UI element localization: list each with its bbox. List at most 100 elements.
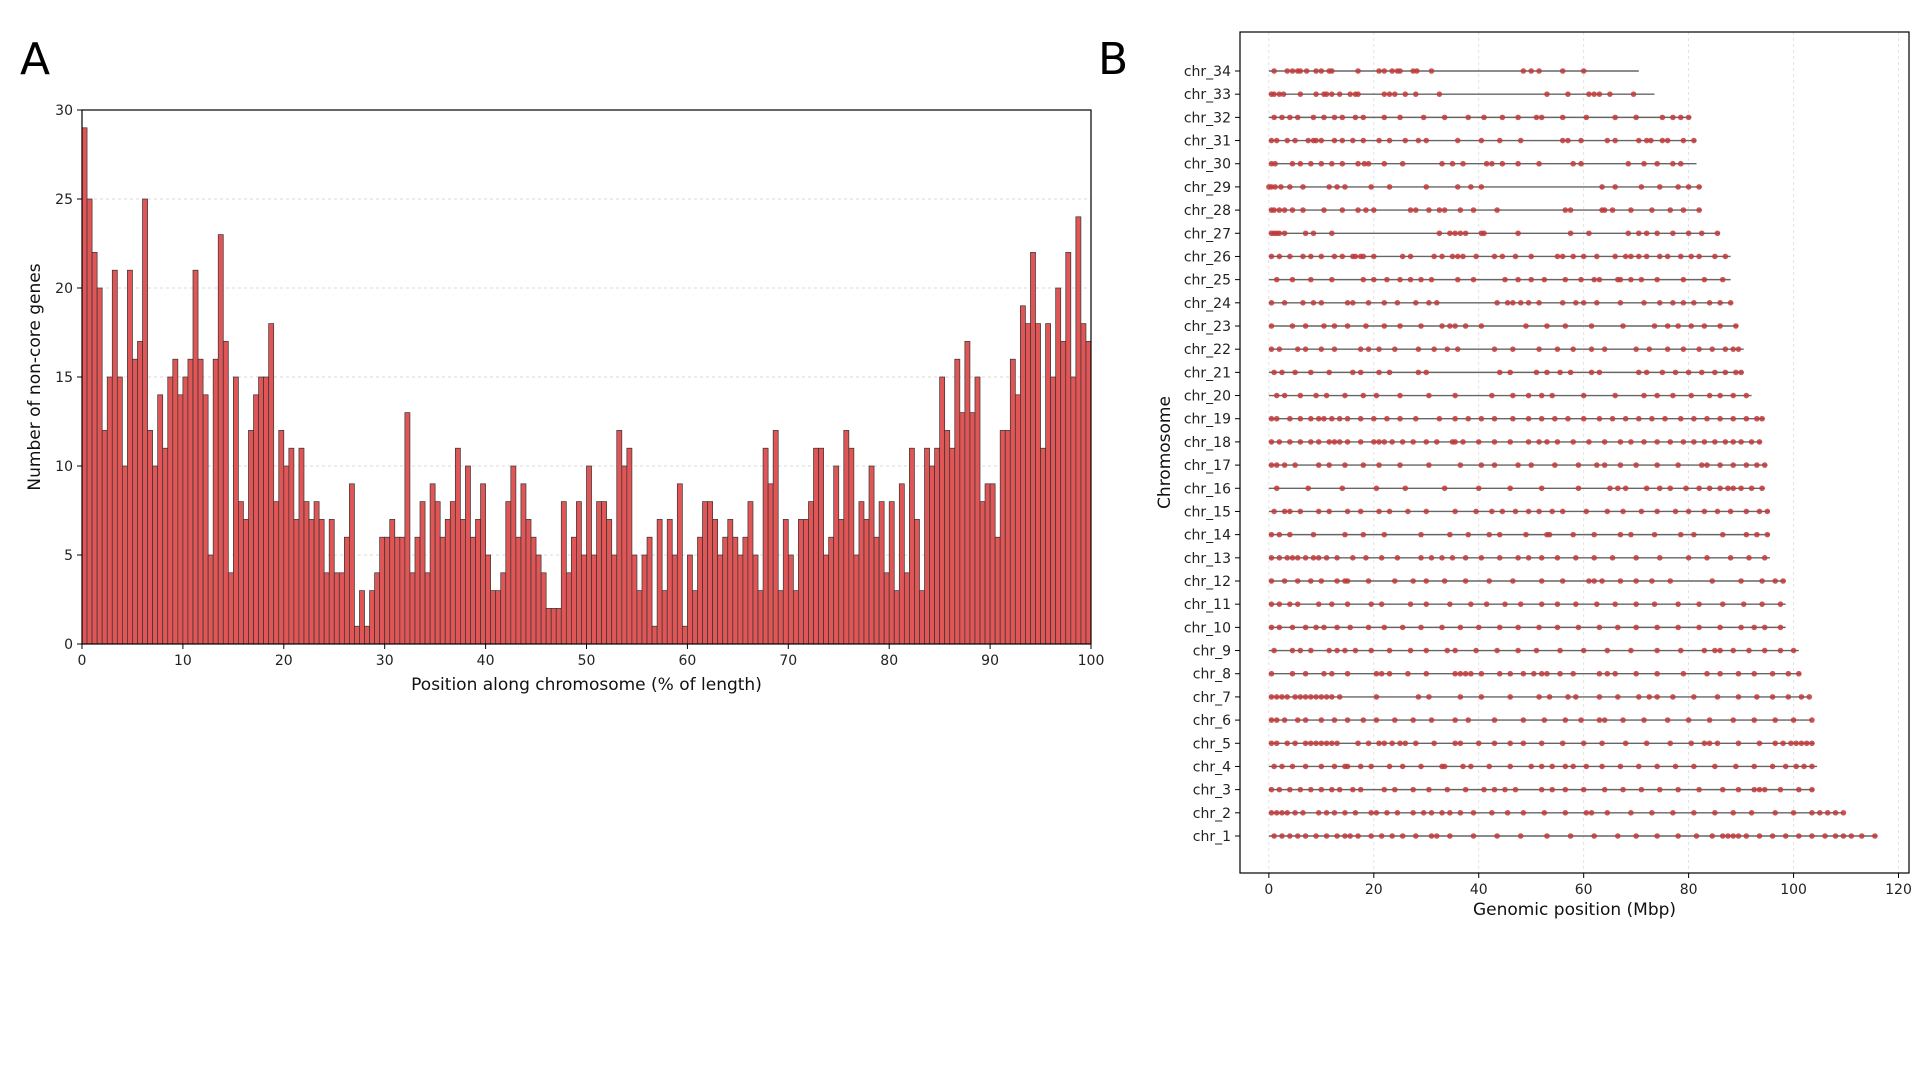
gene-point	[1772, 810, 1778, 816]
gene-point	[1410, 439, 1416, 445]
histogram-bar	[651, 625, 658, 645]
gene-point	[1441, 207, 1448, 213]
gene-point	[1609, 415, 1616, 422]
gene-point	[1612, 670, 1618, 677]
gene-point	[1756, 508, 1763, 515]
gene-point	[1376, 137, 1382, 144]
gene-point	[1402, 485, 1409, 492]
chromosome-row-chr-25	[1268, 276, 1731, 283]
histogram-bar	[404, 412, 411, 645]
histogram-bar	[1020, 305, 1026, 645]
gene-point	[1554, 253, 1561, 260]
gene-point	[1733, 369, 1739, 376]
gene-point	[1368, 184, 1374, 190]
gene-point	[1473, 508, 1479, 515]
gene-point	[1397, 462, 1403, 468]
gene-point	[1725, 833, 1731, 839]
gene-point	[1287, 114, 1293, 121]
gene-point	[1685, 114, 1692, 121]
histogram-bar	[465, 465, 471, 645]
gene-point	[1793, 763, 1799, 770]
gene-point	[1460, 439, 1466, 445]
gene-point	[1733, 323, 1739, 329]
histogram-bar	[495, 590, 502, 645]
gene-point	[1858, 833, 1865, 839]
gene-point	[1641, 160, 1647, 167]
gene-point	[1318, 253, 1325, 260]
histogram-bar	[127, 269, 133, 645]
histogram-bar	[248, 430, 254, 645]
gene-point	[1350, 137, 1356, 144]
histogram-bar	[752, 554, 759, 645]
gene-point	[1470, 833, 1477, 839]
gene-point	[1423, 439, 1430, 445]
gene-point	[1714, 508, 1721, 515]
gene-point	[1439, 624, 1445, 631]
gene-point	[1782, 763, 1789, 770]
gene-point	[1675, 462, 1681, 468]
gene-point	[1559, 68, 1566, 74]
gene-point	[1691, 137, 1697, 144]
gene-point	[1620, 508, 1626, 515]
histogram-bar	[798, 519, 804, 645]
gene-point	[1599, 763, 1605, 770]
gene-point	[1743, 415, 1750, 422]
gene-point	[1646, 694, 1653, 700]
chromosome-row-chr-32	[1268, 114, 1692, 121]
gene-point	[1489, 160, 1495, 167]
gene-point	[1294, 114, 1301, 121]
gene-point	[1714, 230, 1721, 237]
histogram-bar	[959, 412, 966, 645]
histogram-bar	[939, 376, 946, 645]
gene-point	[1433, 833, 1440, 839]
gene-point	[1756, 439, 1763, 445]
gene-point	[1357, 439, 1364, 445]
gene-point	[1391, 786, 1398, 793]
histogram-bar	[949, 447, 956, 645]
gene-point	[1594, 462, 1600, 468]
gene-point	[1310, 300, 1317, 306]
gene-point	[1544, 369, 1550, 376]
gene-point	[1536, 300, 1542, 306]
histogram-bar	[298, 447, 305, 645]
histogram-bar	[1055, 287, 1062, 645]
histogram-bar	[737, 554, 744, 645]
gene-point	[1486, 578, 1493, 584]
gene-point	[1273, 740, 1280, 747]
histogram-bar	[374, 572, 381, 645]
histogram-bar	[934, 447, 940, 645]
gene-point	[1675, 833, 1681, 839]
gene-point	[1872, 833, 1878, 839]
chromosome-row-chr-8	[1268, 670, 1802, 677]
gene-point	[1297, 91, 1304, 97]
gene-point	[1357, 415, 1364, 422]
histogram-bar	[727, 519, 734, 645]
gene-point	[1538, 740, 1545, 747]
gene-point	[1691, 415, 1697, 422]
gene-point	[1759, 485, 1765, 492]
gene-point	[1751, 624, 1758, 631]
gene-point	[1360, 114, 1367, 121]
gene-point	[1436, 207, 1443, 213]
gene-point	[1612, 184, 1618, 190]
gene-point	[1321, 114, 1327, 121]
gene-point	[1777, 624, 1784, 631]
gene-point	[1712, 810, 1718, 816]
gene-point	[1271, 91, 1277, 97]
gene-point	[1318, 763, 1325, 770]
gene-point	[1352, 253, 1359, 260]
gene-point	[1347, 624, 1353, 631]
gene-point	[1654, 508, 1660, 515]
gene-point	[1373, 485, 1380, 492]
gene-point	[1701, 323, 1708, 329]
gene-point	[1604, 508, 1611, 515]
gene-point	[1738, 439, 1744, 445]
histogram-bar	[116, 376, 123, 645]
gene-point	[1612, 392, 1618, 399]
gene-point	[1289, 160, 1296, 167]
gene-point	[1633, 624, 1639, 631]
gene-point	[1386, 137, 1393, 144]
gene-point	[1268, 740, 1275, 747]
histogram-bar	[1085, 341, 1092, 645]
gene-point	[1696, 624, 1702, 631]
